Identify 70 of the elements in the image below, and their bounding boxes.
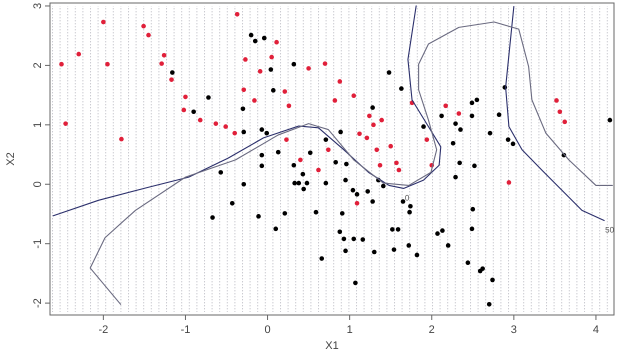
- x-axis-title: X1: [325, 340, 339, 352]
- x-tick-label: 3: [510, 324, 517, 336]
- point: [326, 147, 331, 152]
- point: [364, 136, 370, 140]
- point: [119, 136, 124, 142]
- x-tick-label: 1: [346, 324, 353, 336]
- x-tick-label: -2: [98, 324, 108, 336]
- x-tick-label: -1: [180, 324, 190, 336]
- point: [506, 180, 512, 185]
- point: [351, 93, 356, 98]
- point: [159, 61, 164, 66]
- point: [394, 160, 399, 166]
- point: [558, 109, 562, 114]
- point: [443, 104, 448, 108]
- point: [214, 121, 218, 126]
- point: [378, 162, 382, 168]
- point: [354, 200, 360, 206]
- point: [374, 147, 380, 152]
- point: [379, 118, 384, 122]
- point: [241, 87, 246, 92]
- point: [183, 94, 188, 100]
- point: [59, 62, 64, 67]
- annotation: 50: [605, 226, 615, 235]
- point: [284, 137, 289, 142]
- point: [306, 66, 311, 71]
- y-tick-label: 1: [32, 122, 44, 128]
- y-tick-label: 2: [32, 62, 44, 68]
- point: [198, 118, 203, 122]
- point: [424, 137, 430, 142]
- point: [146, 32, 151, 38]
- point: [269, 54, 274, 60]
- point: [141, 24, 146, 28]
- point: [367, 114, 372, 118]
- annotation: 0: [404, 193, 410, 202]
- point: [286, 104, 292, 108]
- point: [357, 131, 362, 136]
- point: [322, 61, 328, 66]
- point: [371, 122, 376, 128]
- point: [182, 108, 186, 112]
- point: [456, 111, 462, 116]
- point: [234, 12, 240, 17]
- point: [101, 20, 106, 24]
- point: [298, 158, 303, 162]
- point: [316, 168, 321, 172]
- y-tick-label: 3: [32, 2, 44, 10]
- point: [282, 89, 288, 94]
- y-tick-label: -1: [32, 238, 44, 249]
- point: [338, 79, 342, 84]
- point: [223, 124, 228, 129]
- point: [105, 62, 110, 67]
- point: [169, 77, 174, 82]
- point: [252, 98, 257, 103]
- point: [232, 130, 238, 136]
- y-tick-label: -2: [32, 298, 44, 308]
- x-tick-label: 0: [264, 324, 271, 336]
- y-axis-title: X2: [5, 152, 17, 166]
- point: [388, 144, 393, 149]
- point: [562, 120, 568, 124]
- point: [396, 168, 402, 172]
- point: [76, 52, 82, 56]
- x-tick-label: 4: [592, 324, 599, 336]
- point: [554, 98, 559, 103]
- x-tick-label: 2: [428, 324, 435, 336]
- point: [243, 57, 248, 62]
- point: [274, 40, 279, 45]
- point: [258, 69, 262, 74]
- point: [332, 98, 338, 103]
- point: [162, 52, 166, 58]
- point: [63, 121, 68, 126]
- y-tick-label: 0: [32, 181, 44, 188]
